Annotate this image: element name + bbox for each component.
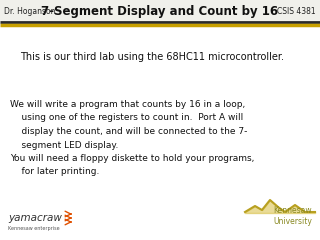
Bar xyxy=(0,0,320,22)
Text: You will need a floppy diskette to hold your programs,: You will need a floppy diskette to hold … xyxy=(10,154,254,163)
Text: Kennesaw: Kennesaw xyxy=(273,206,312,215)
Text: segment LED display.: segment LED display. xyxy=(10,140,118,150)
Text: Kennesaw enterprise: Kennesaw enterprise xyxy=(8,226,60,231)
Text: display the count, and will be connected to the 7-: display the count, and will be connected… xyxy=(10,127,247,136)
Text: This is our third lab using the 68HC11 microcontroller.: This is our third lab using the 68HC11 m… xyxy=(20,52,284,62)
Text: Dr. Hoganson: Dr. Hoganson xyxy=(4,6,55,16)
Text: yamacraw: yamacraw xyxy=(8,213,62,223)
Text: University: University xyxy=(273,217,312,226)
Text: using one of the registers to count in.  Port A will: using one of the registers to count in. … xyxy=(10,114,243,122)
Text: for later printing.: for later printing. xyxy=(10,168,100,176)
Text: 7-Segment Display and Count by 16: 7-Segment Display and Count by 16 xyxy=(41,5,279,18)
Text: CSIS 4381: CSIS 4381 xyxy=(277,6,316,16)
Text: We will write a program that counts by 16 in a loop,: We will write a program that counts by 1… xyxy=(10,100,245,109)
